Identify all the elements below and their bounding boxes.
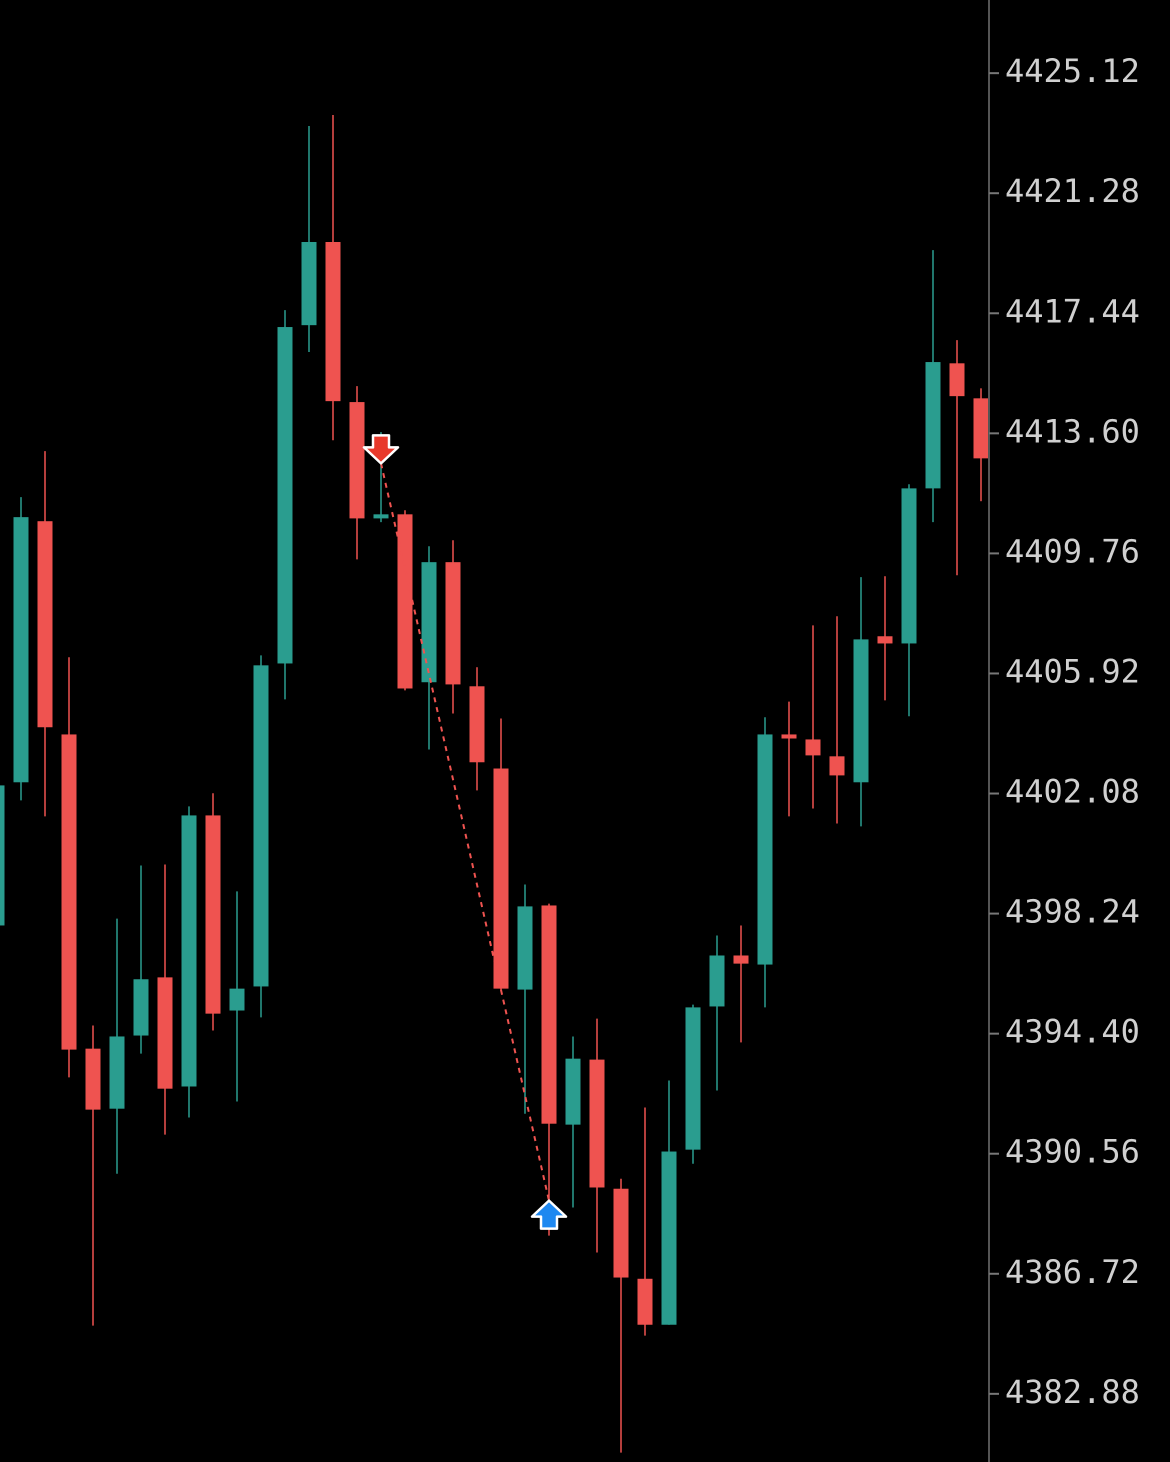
y-tick-label: 4409.76	[1005, 532, 1140, 570]
candle-body	[397, 514, 413, 689]
candle-body	[901, 488, 917, 644]
y-tick-label: 4425.12	[1005, 52, 1140, 90]
y-tick-label: 4386.72	[1005, 1253, 1140, 1291]
candle-body	[133, 979, 149, 1036]
candle-body	[181, 815, 197, 1087]
candle-body	[757, 734, 773, 965]
candle-body	[109, 1036, 125, 1109]
y-tick-label: 4413.60	[1005, 412, 1140, 450]
y-tick-label: 4405.92	[1005, 652, 1140, 690]
y-tick-label: 4421.28	[1005, 172, 1140, 210]
candle-body	[589, 1059, 605, 1188]
candle-body	[853, 639, 869, 783]
candle-body	[877, 636, 893, 644]
signal-line	[380, 463, 550, 1201]
candle-body	[157, 977, 173, 1089]
candle-body	[301, 241, 317, 326]
candle-body	[685, 1007, 701, 1150]
candle-body	[373, 514, 389, 519]
candle-body	[541, 905, 557, 1124]
candle-body	[37, 521, 53, 728]
candle-body	[637, 1278, 653, 1325]
candle-body	[805, 739, 821, 756]
y-tick-label: 4382.88	[1005, 1373, 1140, 1411]
candle-body	[733, 955, 749, 964]
candle-body	[517, 906, 533, 990]
candle-body	[421, 562, 437, 683]
y-tick-label: 4390.56	[1005, 1133, 1140, 1171]
signal-arrow	[530, 1199, 568, 1230]
candle-body	[469, 686, 485, 763]
candle-body	[325, 241, 341, 402]
candle-body	[829, 756, 845, 776]
candle-body	[0, 785, 5, 926]
candle-body	[277, 327, 293, 664]
candle-body	[229, 988, 245, 1011]
plot-area	[0, 115, 988, 1453]
candle-body	[205, 815, 221, 1014]
candle-body	[349, 402, 365, 519]
candle-body	[709, 955, 725, 1007]
candle-body	[661, 1151, 677, 1325]
candle-body	[949, 363, 965, 397]
y-tick-label: 4402.08	[1005, 773, 1140, 811]
candle-body	[493, 768, 509, 989]
candle-body	[445, 562, 461, 685]
candle-body	[613, 1188, 629, 1278]
candle-body	[973, 398, 988, 459]
candle-body	[781, 734, 797, 739]
candle-body	[85, 1048, 101, 1110]
candle-body	[565, 1058, 581, 1125]
y-tick-label: 4417.44	[1005, 292, 1140, 330]
candle-body	[253, 665, 269, 987]
signal-arrow	[362, 434, 400, 465]
candle-body	[925, 362, 941, 489]
candle-body	[13, 517, 29, 783]
y-tick-label: 4394.40	[1005, 1013, 1140, 1051]
y-tick-label: 4398.24	[1005, 893, 1140, 931]
candle-body	[61, 734, 77, 1050]
